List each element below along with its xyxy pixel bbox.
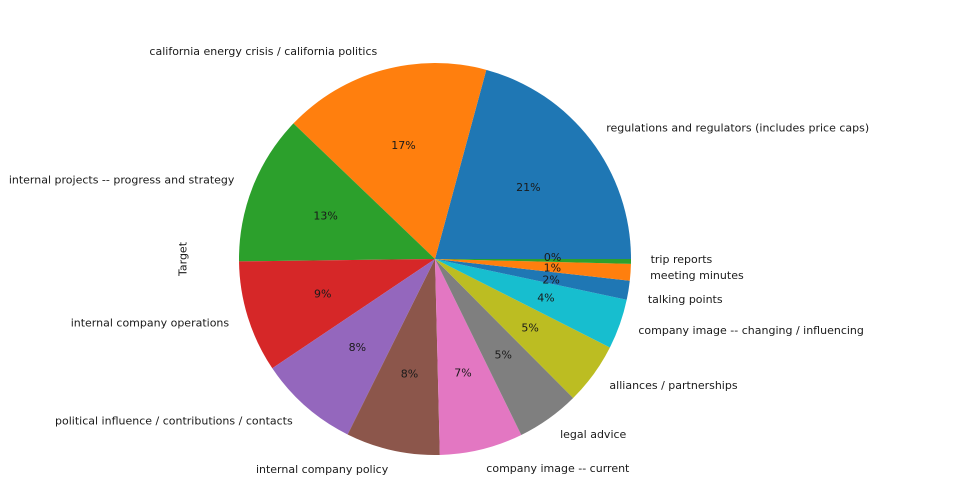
slice-category-label: internal company policy xyxy=(256,463,389,476)
pie-slice xyxy=(435,259,631,281)
slice-percent-label: 8% xyxy=(349,341,366,354)
slice-percent-label: 21% xyxy=(516,181,540,194)
slice-category-label: legal advice xyxy=(560,428,626,441)
slice-percent-label: 7% xyxy=(454,367,471,380)
slice-category-label: talking points xyxy=(648,293,723,306)
slice-percent-label: 8% xyxy=(401,367,418,380)
pie-slices xyxy=(239,62,631,455)
percent-labels: 21% 17% 13% 9% 8% 8% 7% 5% 5% 4% 2%1%0% xyxy=(313,139,561,380)
slice-category-label: trip reports xyxy=(651,253,713,266)
slice-category-label: california energy crisis / california po… xyxy=(149,45,377,58)
category-labels: regulations and regulators (includes pri… xyxy=(9,45,869,476)
pie-slice xyxy=(435,259,522,455)
pie-slice xyxy=(435,259,610,399)
slice-percent-label: 2% xyxy=(542,273,559,286)
slice-percent-label: 17% xyxy=(391,139,415,152)
slice-category-label: political influence / contributions / co… xyxy=(55,414,293,427)
slice-percent-label: 13% xyxy=(313,209,337,222)
pie-slice xyxy=(435,259,630,300)
pie-slice xyxy=(293,62,487,260)
slice-percent-label: 0% xyxy=(544,251,561,264)
slice-category-label: company image -- changing / influencing xyxy=(638,324,864,337)
pie-slice xyxy=(435,69,631,259)
slice-percent-label: 5% xyxy=(495,348,512,361)
slice-percent-label: 9% xyxy=(314,287,331,300)
slice-category-label: internal projects -- progress and strate… xyxy=(9,173,235,186)
slice-percent-label: 5% xyxy=(521,322,538,335)
pie-slice xyxy=(435,259,574,435)
slice-category-label: alliances / partnerships xyxy=(609,379,737,392)
slice-category-label: regulations and regulators (includes pri… xyxy=(606,122,869,135)
pie-slice xyxy=(347,259,440,455)
slice-category-label: meeting minutes xyxy=(650,269,744,282)
slice-percent-label: 4% xyxy=(537,292,554,305)
slice-category-label: company image -- current xyxy=(486,462,630,475)
slice-category-label: internal company operations xyxy=(71,317,230,330)
pie-slice xyxy=(239,123,435,262)
pie-slice xyxy=(239,259,435,369)
pie-slice xyxy=(435,259,631,264)
pie-slice xyxy=(272,259,435,435)
pie-slice xyxy=(435,259,627,348)
slice-percent-label: 1% xyxy=(544,261,561,274)
y-axis-label: Target xyxy=(177,241,190,277)
